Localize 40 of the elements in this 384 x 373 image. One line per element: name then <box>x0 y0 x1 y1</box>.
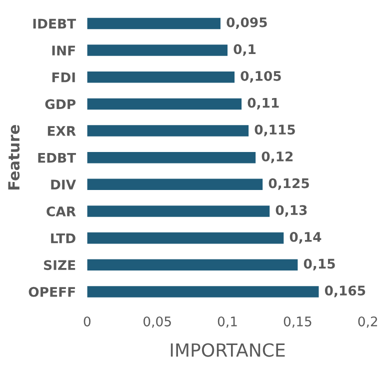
x-tick-label: 0,05 <box>144 316 171 328</box>
y-tick-label: GDP <box>45 99 76 110</box>
y-tick-label: CAR <box>46 206 76 216</box>
bar <box>87 44 228 56</box>
data-label: 0,1 <box>234 44 256 56</box>
data-label: 0,125 <box>268 178 309 190</box>
data-label: 0,13 <box>276 205 307 217</box>
data-label: 0,115 <box>254 124 295 136</box>
bar <box>87 206 270 217</box>
y-tick-label: OPEFF <box>28 286 75 297</box>
x-tick-label: 0,2 <box>358 316 378 328</box>
bar <box>87 18 220 30</box>
data-label: 0,11 <box>248 98 279 110</box>
bar <box>87 286 319 298</box>
data-label: 0,165 <box>324 286 366 298</box>
y-tick-label: DIV <box>51 180 76 190</box>
y-tick-label: INF <box>52 46 75 56</box>
bar <box>87 232 284 244</box>
bar <box>87 259 298 271</box>
y-tick-label: FDI <box>52 72 75 82</box>
y-tick-label: IDEBT <box>33 18 76 28</box>
data-label: 0,15 <box>304 258 335 270</box>
y-axis-title: Feature <box>8 125 20 190</box>
y-tick-label: EXR <box>48 126 76 136</box>
bar <box>87 178 263 190</box>
data-label: 0,095 <box>226 17 267 29</box>
bar <box>87 125 249 136</box>
x-tick-label: 0,1 <box>218 316 237 328</box>
bar <box>87 71 235 83</box>
x-tick-label: 0 <box>84 316 90 326</box>
x-tick-label: 0,15 <box>284 316 312 328</box>
bar <box>87 98 242 110</box>
y-tick-label: SIZE <box>44 260 76 270</box>
bar <box>87 152 256 164</box>
data-label: 0,14 <box>290 232 322 244</box>
x-axis-title: IMPORTANCE <box>170 343 285 357</box>
y-tick-label: EDBT <box>38 152 76 163</box>
y-tick-label: LTD <box>51 233 76 244</box>
data-label: 0,12 <box>262 151 293 164</box>
data-label: 0,105 <box>240 70 281 83</box>
